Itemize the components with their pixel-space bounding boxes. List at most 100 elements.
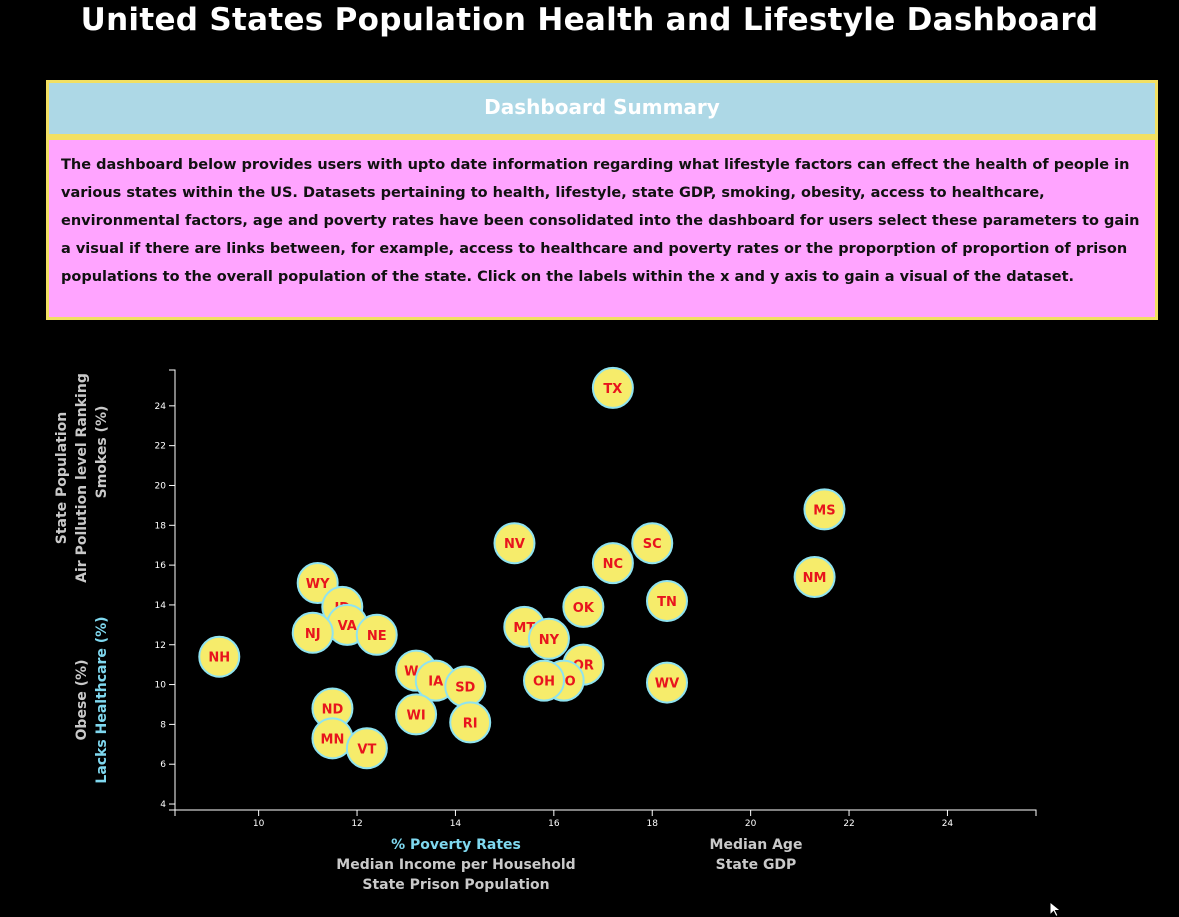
state-label: NC xyxy=(603,557,623,572)
state-marker[interactable] xyxy=(631,522,674,565)
state-point-wi[interactable]: WI xyxy=(395,693,438,736)
y-tick: 24 xyxy=(155,402,175,412)
y-tick: 10 xyxy=(155,681,175,691)
state-marker[interactable] xyxy=(449,701,492,744)
state-label: IA xyxy=(428,675,443,690)
page-title: United States Population Health and Life… xyxy=(80,2,1099,38)
state-label: NJ xyxy=(305,627,321,642)
y-label-population[interactable]: State Population xyxy=(54,412,70,544)
state-marker[interactable] xyxy=(527,617,570,660)
y-axis-labels: Lacks Healthcare (%) Obese (%) Smokes (%… xyxy=(54,373,110,783)
state-point-nh[interactable]: NH xyxy=(198,635,241,678)
x-tick-label: 18 xyxy=(647,819,659,829)
state-marker[interactable] xyxy=(198,635,241,678)
state-point-nv[interactable]: NV xyxy=(493,522,536,565)
y-tick-label: 8 xyxy=(160,720,166,730)
state-marker[interactable] xyxy=(562,585,605,628)
x-label-poverty[interactable]: % Poverty Rates xyxy=(391,837,521,853)
state-marker[interactable] xyxy=(355,613,398,656)
y-tick: 6 xyxy=(160,760,175,770)
state-point-nm[interactable]: NM xyxy=(793,556,836,599)
state-point-ny[interactable]: NY xyxy=(527,617,570,660)
state-marker[interactable] xyxy=(345,727,388,770)
state-marker[interactable] xyxy=(591,366,634,409)
y-tick: 16 xyxy=(155,561,175,571)
x-label-prison[interactable]: State Prison Population xyxy=(362,877,549,893)
y-tick-label: 6 xyxy=(160,760,166,770)
state-marker[interactable] xyxy=(591,542,634,585)
x-tick-label: 14 xyxy=(450,819,462,829)
state-point-oh[interactable]: OH xyxy=(523,659,565,702)
x-tick-label: 24 xyxy=(942,819,954,829)
state-marker[interactable] xyxy=(493,522,536,565)
state-marker[interactable] xyxy=(803,488,846,531)
state-point-nj[interactable]: NJ xyxy=(291,611,334,654)
state-label: RI xyxy=(463,716,478,731)
y-label-healthcare[interactable]: Lacks Healthcare (%) xyxy=(94,616,110,783)
x-label-income[interactable]: Median Income per Household xyxy=(336,857,575,873)
state-label: NH xyxy=(208,651,230,666)
y-tick-label: 14 xyxy=(155,601,167,611)
state-label: SC xyxy=(643,537,662,552)
y-tick: 20 xyxy=(155,481,175,491)
state-label: MS xyxy=(813,503,835,518)
state-label: VA xyxy=(338,619,357,634)
x-tick-label: 10 xyxy=(253,819,265,829)
state-point-ms[interactable]: MS xyxy=(803,488,846,531)
state-point-wv[interactable]: WV xyxy=(646,661,688,704)
y-tick-label: 20 xyxy=(155,481,167,491)
state-marker[interactable] xyxy=(291,611,334,654)
state-label: WI xyxy=(406,708,425,723)
y-tick-label: 12 xyxy=(155,641,166,651)
y-label-air-pollution[interactable]: Air Pollution level Ranking xyxy=(74,373,90,583)
state-point-mn[interactable]: MN xyxy=(311,717,354,760)
x-tick: 20 xyxy=(745,810,757,829)
state-point-ok[interactable]: OK xyxy=(562,585,605,628)
state-point-nd[interactable]: ND xyxy=(311,687,354,730)
state-marker[interactable] xyxy=(523,659,565,702)
x-tick-label: 16 xyxy=(548,819,560,829)
y-label-smokes[interactable]: Smokes (%) xyxy=(94,406,110,499)
state-point-ne[interactable]: NE xyxy=(355,613,398,656)
y-axis-line xyxy=(169,369,176,811)
state-point-tx[interactable]: TX xyxy=(591,366,634,409)
x-tick: 22 xyxy=(843,810,855,829)
state-label: TN xyxy=(657,595,677,610)
state-marker[interactable] xyxy=(395,693,438,736)
state-marker[interactable] xyxy=(793,556,836,599)
y-axis: 4 6 8 10 12 14 16 18 20 22 24 xyxy=(155,369,176,811)
x-tick: 16 xyxy=(548,810,560,829)
y-tick-label: 18 xyxy=(155,521,167,531)
state-point-sc[interactable]: SC xyxy=(631,522,674,565)
y-tick: 12 xyxy=(155,641,175,651)
state-label: ND xyxy=(322,702,344,717)
y-tick: 8 xyxy=(160,720,175,730)
y-tick-label: 4 xyxy=(160,800,166,810)
state-point-ri[interactable]: RI xyxy=(449,701,492,744)
state-label: WY xyxy=(306,577,330,592)
state-label: NM xyxy=(803,571,827,586)
state-label: OH xyxy=(533,675,555,690)
state-label: TX xyxy=(603,382,622,397)
y-label-obese[interactable]: Obese (%) xyxy=(74,660,90,741)
x-tick: 12 xyxy=(351,810,363,829)
state-label: OK xyxy=(573,601,595,616)
state-point-tn[interactable]: TN xyxy=(646,579,688,622)
state-marker[interactable] xyxy=(646,661,688,704)
scatter-points: TXMSNVSCNCNMWYTNOKIDMTVANJNENYNHORWAIAMO… xyxy=(198,366,846,770)
state-point-vt[interactable]: VT xyxy=(345,727,388,770)
state-marker[interactable] xyxy=(646,579,688,622)
x-tick: 24 xyxy=(942,810,954,829)
state-label: NY xyxy=(539,633,560,648)
y-tick-label: 16 xyxy=(155,561,167,571)
x-axis: 10 12 14 16 18 20 22 24 xyxy=(174,809,1037,829)
x-label-age[interactable]: Median Age xyxy=(710,837,803,853)
state-label: WV xyxy=(655,677,679,692)
x-tick-label: 20 xyxy=(745,819,757,829)
state-point-nc[interactable]: NC xyxy=(591,542,634,585)
state-point-sd[interactable]: SD xyxy=(444,665,487,708)
summary-heading: Dashboard Summary xyxy=(49,83,1155,134)
state-label: SD xyxy=(455,681,475,696)
x-label-gdp[interactable]: State GDP xyxy=(716,857,797,873)
